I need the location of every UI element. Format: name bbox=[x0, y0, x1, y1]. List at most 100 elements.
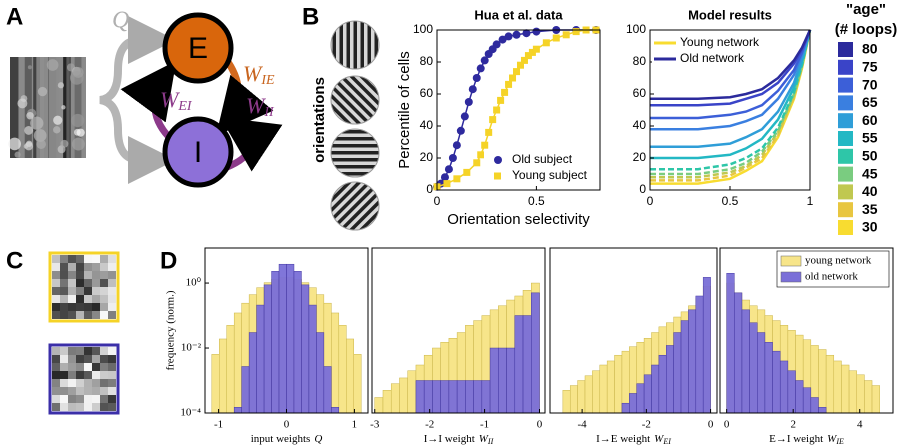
y-tick-label: 10⁻⁴ bbox=[180, 407, 201, 419]
rf-pixel bbox=[68, 287, 76, 295]
edge-label: WIE bbox=[243, 61, 275, 88]
rf-pixel bbox=[52, 403, 60, 411]
edge-symbol: W bbox=[160, 87, 180, 112]
edge-symbol: W bbox=[246, 93, 266, 118]
age-label: 70 bbox=[862, 76, 878, 92]
rf-pixel bbox=[84, 371, 92, 379]
photo-texture bbox=[60, 139, 69, 148]
marker bbox=[485, 128, 493, 136]
x-axis-label: Orientation selectivity bbox=[447, 211, 590, 228]
legend-box bbox=[652, 33, 764, 69]
rf-pixel bbox=[92, 287, 100, 295]
x-axis-label-subscript: EI bbox=[662, 437, 671, 446]
rf-pixel bbox=[108, 295, 116, 303]
rf-pixel bbox=[108, 395, 116, 403]
hist-bar bbox=[856, 374, 865, 414]
rf-pixel bbox=[84, 403, 92, 411]
hist-bar bbox=[864, 380, 873, 414]
marker bbox=[497, 96, 505, 104]
grating-edge bbox=[330, 75, 380, 125]
legend-swatch bbox=[494, 172, 501, 180]
rf-pixel bbox=[84, 303, 92, 311]
age-label: 60 bbox=[862, 112, 878, 128]
natural-image bbox=[8, 57, 86, 158]
photo-texture bbox=[46, 59, 59, 71]
photo-texture bbox=[25, 140, 33, 147]
edge-subscript: IE bbox=[260, 73, 275, 88]
rf-pixel bbox=[76, 303, 84, 311]
marker bbox=[464, 98, 473, 106]
rf-pixel bbox=[108, 403, 116, 411]
photo-texture bbox=[49, 57, 57, 158]
hist-bar bbox=[506, 347, 516, 414]
stripe bbox=[342, 76, 379, 113]
hist-bar bbox=[871, 385, 880, 414]
hist-bar bbox=[271, 271, 280, 414]
photo-texture bbox=[8, 137, 21, 151]
rf-pixel bbox=[108, 303, 116, 311]
stripe bbox=[331, 151, 379, 155]
x-tick-label: 1 bbox=[352, 419, 358, 431]
rf-pixel bbox=[68, 371, 76, 379]
rf-pixel bbox=[100, 263, 108, 271]
hist-bar bbox=[448, 380, 458, 414]
marker bbox=[493, 106, 501, 114]
rf-pixel bbox=[52, 287, 60, 295]
rf-pixel bbox=[84, 287, 92, 295]
rf-pixel bbox=[108, 279, 116, 287]
x-axis-label-subscript: II bbox=[487, 437, 494, 446]
hist-bar bbox=[841, 364, 850, 414]
y-tick-label: 100 bbox=[626, 22, 646, 36]
x-tick-label: -3 bbox=[370, 419, 380, 431]
rf-pixel bbox=[92, 379, 100, 387]
y-tick-label: 40 bbox=[633, 118, 647, 132]
rf-pixel bbox=[68, 387, 76, 395]
rf-pixel bbox=[92, 311, 100, 319]
rf-pixel bbox=[68, 295, 76, 303]
ei-arrow bbox=[120, 60, 177, 143]
rf-pixel bbox=[76, 347, 84, 355]
rf-pixel bbox=[76, 263, 84, 271]
hist-bar bbox=[248, 332, 257, 414]
stripe bbox=[331, 82, 373, 124]
x-tick-label: 0 bbox=[708, 419, 714, 431]
stimuli-label: orientations bbox=[311, 77, 328, 163]
hist-bar bbox=[531, 292, 540, 414]
marker bbox=[513, 68, 521, 76]
rf-pixel bbox=[68, 379, 76, 387]
rf-pixel bbox=[68, 255, 76, 263]
rf-pixel bbox=[60, 355, 68, 363]
age-label: 35 bbox=[862, 201, 878, 217]
age-title: "age" bbox=[846, 1, 886, 18]
node-label: E bbox=[188, 32, 208, 65]
x-axis-label-text: I→E weight bbox=[596, 433, 650, 445]
legend-box bbox=[484, 150, 596, 186]
photo-texture bbox=[17, 98, 28, 109]
stripe bbox=[331, 165, 379, 169]
hist-bar bbox=[702, 277, 711, 414]
rf-pixel bbox=[100, 355, 108, 363]
stripe bbox=[382, 15, 386, 75]
rf-pixel bbox=[76, 379, 84, 387]
rf-pixel bbox=[84, 379, 92, 387]
y-tick-label: 20 bbox=[420, 150, 434, 164]
y-tick-label: 0 bbox=[426, 182, 433, 196]
edge-subscript: EI bbox=[177, 99, 193, 114]
rf-pixel bbox=[100, 271, 108, 279]
hist-bar bbox=[382, 390, 392, 414]
age-label: 30 bbox=[862, 219, 878, 235]
x-axis-label-symbol: W bbox=[827, 433, 837, 445]
series-line bbox=[650, 29, 812, 182]
x-tick-label: 1 bbox=[807, 194, 814, 208]
rf-pixel bbox=[76, 287, 84, 295]
y-tick-label: 10⁻² bbox=[181, 342, 202, 354]
x-axis-label: E→I weight WIE bbox=[769, 433, 844, 446]
rf-pixel bbox=[52, 363, 60, 371]
hist-bar bbox=[219, 338, 227, 414]
rf-pixel bbox=[76, 255, 84, 263]
marker bbox=[520, 56, 528, 64]
rf-pixel bbox=[60, 347, 68, 355]
rf-pixel bbox=[108, 311, 116, 319]
hist-bar bbox=[818, 407, 827, 414]
